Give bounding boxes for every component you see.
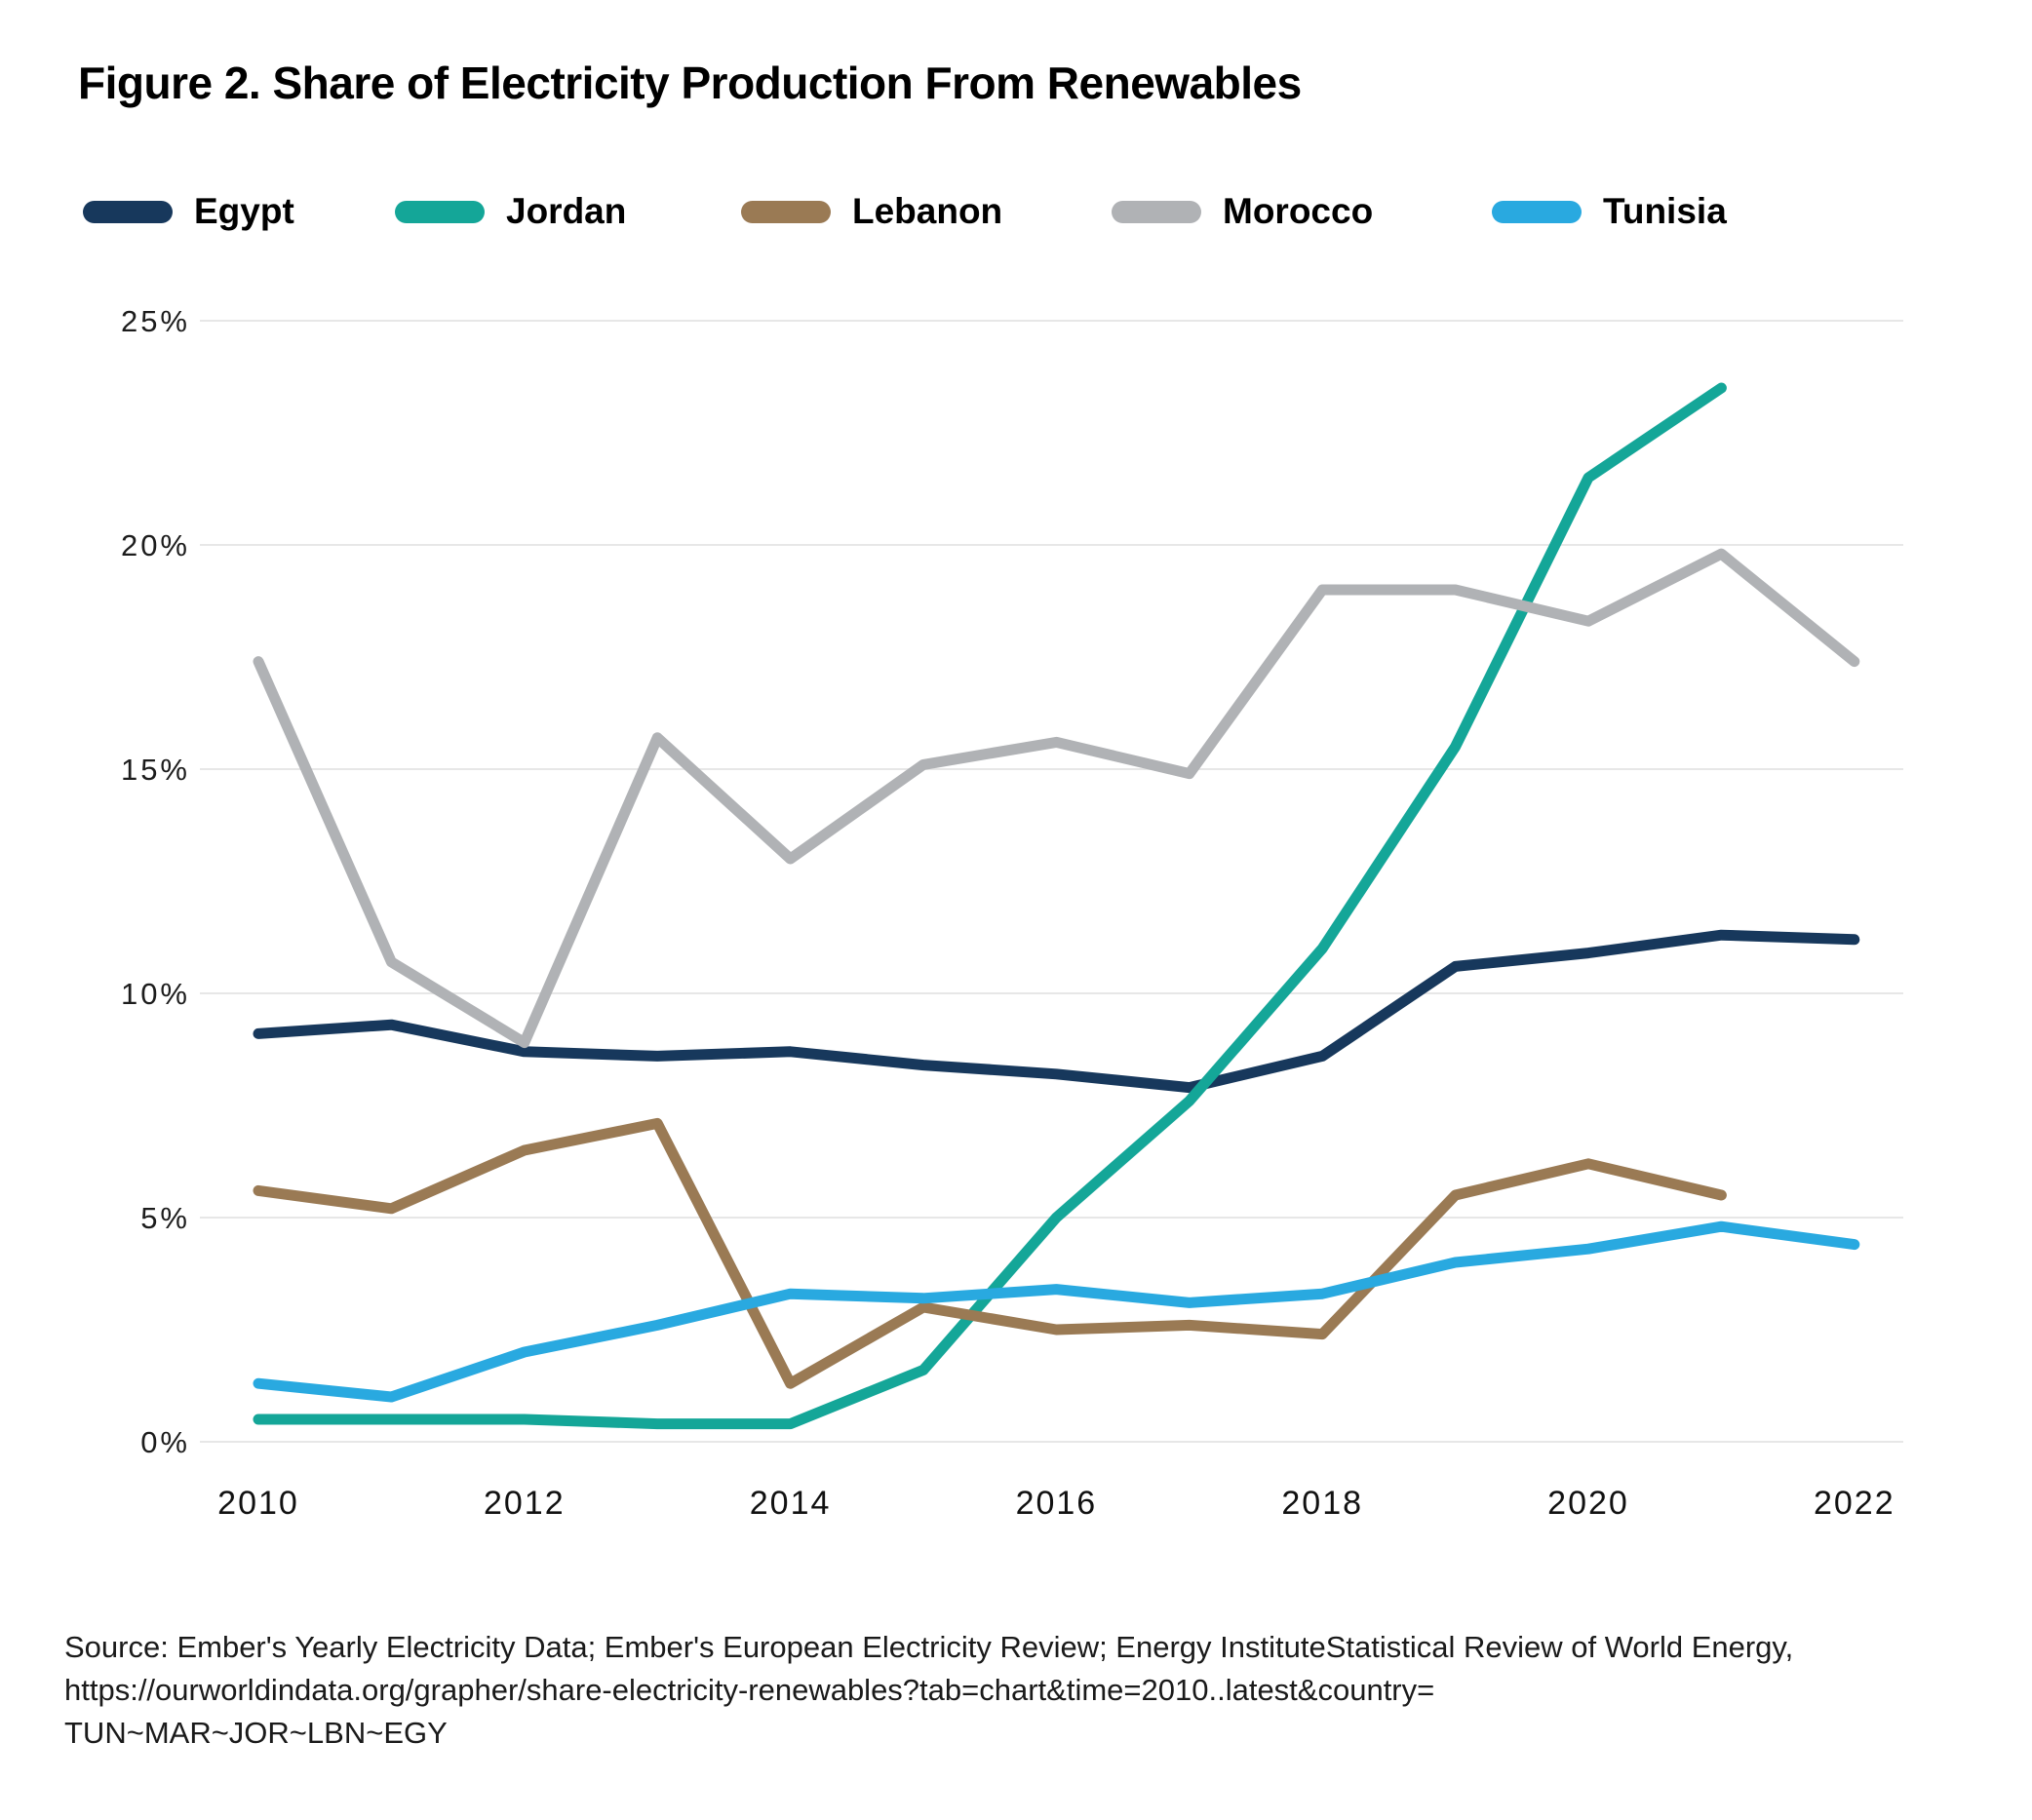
figure-title: Figure 2. Share of Electricity Productio…	[78, 58, 1302, 108]
gridlines-group	[200, 320, 1903, 1443]
legend-label-egypt: Egypt	[194, 191, 294, 231]
x-tick-label: 2016	[1016, 1485, 1098, 1522]
legend-label-morocco: Morocco	[1223, 191, 1374, 231]
legend-item-lebanon: Lebanon	[741, 191, 1002, 232]
legend-swatch-morocco	[1112, 200, 1201, 223]
legend-item-morocco: Morocco	[1112, 191, 1373, 232]
x-tick-label: 2012	[484, 1485, 566, 1522]
series-lines-group	[253, 382, 1860, 1430]
series-line-jordan	[253, 382, 1727, 1430]
x-tick-label: 2014	[750, 1485, 832, 1522]
y-tick-labels-group: 0% 5% 10% 15% 20% 25%	[121, 304, 190, 1459]
x-tick-label: 2020	[1547, 1485, 1629, 1522]
legend-label-lebanon: Lebanon	[852, 191, 1003, 231]
legend-label-tunisia: Tunisia	[1603, 191, 1727, 231]
source-line-1: Source: Ember's Yearly Electricity Data;…	[64, 1630, 1794, 1664]
x-tick-label: 2010	[217, 1485, 299, 1522]
x-tick-labels-group: 2010 2012 2014 2016 2018 2020 2022	[217, 1485, 1895, 1522]
series-line-tunisia	[253, 1220, 1860, 1403]
source-note: Source: Ember's Yearly Electricity Data;…	[64, 1626, 2005, 1755]
legend-swatch-egypt	[83, 200, 173, 223]
source-line-3: TUN~MAR~JOR~LBN~EGY	[64, 1716, 448, 1751]
legend-swatch-lebanon	[741, 200, 831, 223]
series-line-morocco	[253, 548, 1860, 1049]
y-tick-label: 25%	[121, 304, 190, 338]
y-tick-label: 10%	[121, 977, 190, 1011]
legend-label-jordan: Jordan	[506, 191, 627, 231]
legend-swatch-tunisia	[1492, 200, 1582, 223]
y-tick-label: 15%	[121, 753, 190, 787]
x-tick-label: 2022	[1814, 1485, 1895, 1522]
legend-item-tunisia: Tunisia	[1492, 191, 1727, 232]
y-tick-label: 0%	[140, 1425, 190, 1459]
legend-item-jordan: Jordan	[395, 191, 626, 232]
source-line-2: https://ourworldindata.org/grapher/share…	[64, 1673, 1435, 1708]
x-tick-label: 2018	[1281, 1485, 1363, 1522]
y-tick-label: 5%	[140, 1201, 190, 1235]
legend: Egypt Jordan Lebanon Morocco Tunisia	[0, 191, 2032, 238]
legend-swatch-jordan	[395, 200, 485, 223]
series-line-egypt	[253, 929, 1860, 1094]
legend-item-egypt: Egypt	[83, 191, 294, 232]
y-tick-label: 20%	[121, 528, 190, 562]
series-line-lebanon	[253, 1117, 1727, 1389]
